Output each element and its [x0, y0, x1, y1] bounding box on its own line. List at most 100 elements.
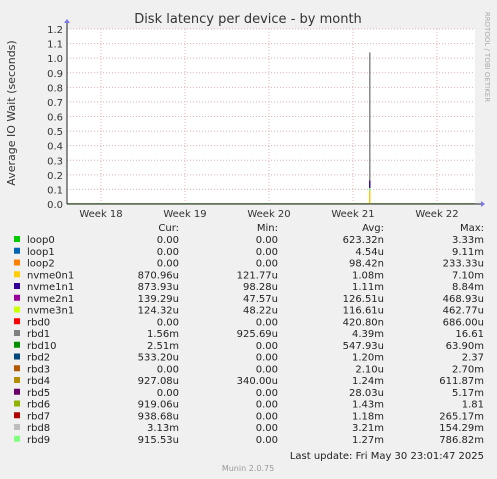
- legend-min: 0.00: [256, 341, 278, 352]
- legend-name: rbd1: [27, 329, 50, 340]
- legend-min: 0.00: [256, 400, 278, 411]
- legend-cur: 2.51m: [147, 341, 179, 352]
- legend-name: loop0: [27, 235, 55, 246]
- legend-row: rbd0 0.00 0.00 420.80n 686.00u: [14, 317, 484, 328]
- legend-avg: 116.61u: [343, 306, 384, 317]
- x-tick-label: Week 18: [79, 209, 122, 220]
- legend-avg: 98.42n: [349, 259, 384, 270]
- legend-max: 8.84m: [452, 282, 484, 293]
- legend-name: rbd2: [27, 353, 50, 364]
- x-axis-ticks: Week 18 Week 19 Week 20 Week 21 Week 22: [79, 209, 458, 220]
- legend-name: rbd8: [27, 423, 50, 434]
- legend-min: 0.00: [256, 435, 278, 446]
- legend-header: Cur: Min: Avg: Max:: [158, 223, 484, 234]
- legend-avg: 2.10u: [355, 364, 384, 375]
- legend-swatch: [14, 435, 20, 442]
- legend-swatch: [14, 247, 20, 254]
- legend-row: rbd8 3.13m 0.00 3.21m 154.29m: [14, 423, 484, 434]
- legend-name: rbd5: [27, 388, 50, 399]
- legend-header-min: Min:: [257, 223, 278, 234]
- legend-cur: 0.00: [157, 235, 179, 246]
- legend-min: 47.57u: [243, 294, 278, 305]
- legend-avg: 1.18m: [352, 411, 384, 422]
- legend-max: 2.37: [462, 353, 484, 364]
- legend-cur: 927.08u: [138, 376, 179, 387]
- legend-max: 468.93u: [443, 294, 484, 305]
- legend-row: rbd6 919.06u 0.00 1.43m 1.81: [14, 400, 484, 411]
- legend-header-max: Max:: [460, 223, 484, 234]
- legend-row: loop2 0.00 0.00 98.42n 233.33u: [14, 259, 484, 270]
- legend-min: 0.00: [256, 317, 278, 328]
- legend-row: nvme0n1 870.96u 121.77u 1.08m 7.10m: [14, 270, 484, 281]
- y-tick-label: 0.3: [47, 156, 63, 167]
- x-tick-label: Week 19: [163, 209, 206, 220]
- legend-max: 786.82m: [439, 435, 484, 446]
- legend-name: nvme3n1: [27, 306, 74, 317]
- legend-cur: 0.00: [157, 317, 179, 328]
- legend-min: 0.00: [256, 235, 278, 246]
- legend-avg: 126.51u: [343, 294, 384, 305]
- legend-max: 154.29m: [439, 423, 484, 434]
- y-axis-ticks: 0.0 0.1 0.2 0.3 0.4 0.5 0.6 0.7 0.8 0.9 1.0 1.1 1.2: [47, 25, 63, 211]
- legend-swatch: [14, 341, 20, 348]
- legend-swatch: [14, 318, 20, 325]
- y-tick-label: 0.8: [47, 83, 63, 94]
- legend-avg: 28.03u: [349, 388, 384, 399]
- legend-avg: 1.24m: [352, 376, 384, 387]
- y-tick-label: 0.7: [47, 98, 63, 109]
- y-tick-label: 0.4: [47, 142, 63, 153]
- legend-max: 3.33m: [452, 235, 484, 246]
- legend-min: 340.00u: [237, 376, 278, 387]
- legend-swatch: [14, 259, 20, 266]
- y-axis-label: Average IO Wait (seconds): [5, 40, 18, 185]
- legend-max: 7.10m: [452, 270, 484, 281]
- legend-min: 0.00: [256, 423, 278, 434]
- y-tick-label: 0.5: [47, 127, 63, 138]
- legend-name: rbd3: [27, 364, 50, 375]
- legend-max: 233.33u: [443, 259, 484, 270]
- legend-swatch: [14, 236, 20, 242]
- legend-avg: 1.11m: [352, 282, 384, 293]
- y-tick-label: 0.2: [47, 171, 63, 182]
- legend-avg: 1.43m: [352, 400, 384, 411]
- legend-min: 0.00: [256, 259, 278, 270]
- legend-swatch: [14, 412, 20, 419]
- legend-avg: 1.08m: [352, 270, 384, 281]
- legend-swatch: [14, 283, 20, 289]
- rrdtool-side-label: RRDTOOL / TOBI OETIKER: [483, 12, 491, 102]
- y-tick-label: 1.2: [47, 25, 63, 36]
- legend-max: 611.87m: [439, 376, 484, 387]
- legend-cur: 915.53u: [138, 435, 179, 446]
- legend-avg: 623.32n: [343, 235, 384, 246]
- grid: [67, 28, 475, 204]
- legend-min: 0.00: [256, 411, 278, 422]
- legend-name: rbd0: [27, 317, 50, 328]
- legend-avg: 547.93u: [343, 341, 384, 352]
- legend-max: 2.70m: [452, 364, 484, 375]
- legend-cur: 870.96u: [138, 270, 179, 281]
- legend-row: rbd9 915.53u 0.00 1.27m 786.82m: [14, 435, 484, 446]
- legend-cur: 3.13m: [147, 423, 179, 434]
- legend-swatch: [14, 294, 20, 301]
- x-axis-arrow: [481, 201, 485, 207]
- legend-row: nvme2n1 139.29u 47.57u 126.51u 468.93u: [14, 294, 484, 305]
- legend-max: 16.61: [455, 329, 484, 340]
- legend-min: 48.22u: [243, 306, 278, 317]
- legend-row: rbd4 927.08u 340.00u 1.24m 611.87m: [14, 376, 484, 387]
- last-update: Last update: Fri May 30 23:01:47 2025: [290, 451, 484, 462]
- legend-max: 63.90m: [446, 341, 484, 352]
- legend-name: rbd9: [27, 435, 50, 446]
- legend-swatch: [14, 377, 20, 383]
- footer-version: Munin 2.0.75: [222, 464, 274, 473]
- legend-max: 265.17m: [439, 411, 484, 422]
- y-axis-arrow: [64, 19, 70, 23]
- legend-row: rbd10 2.51m 0.00 547.93u 63.90m: [14, 341, 484, 352]
- legend-avg: 4.39m: [352, 329, 384, 340]
- legend-swatch: [14, 271, 20, 278]
- legend-cur: 1.56m: [147, 329, 179, 340]
- y-tick-label: 0.1: [47, 185, 63, 196]
- legend-cur: 919.06u: [138, 400, 179, 411]
- legend-name: loop1: [27, 247, 55, 258]
